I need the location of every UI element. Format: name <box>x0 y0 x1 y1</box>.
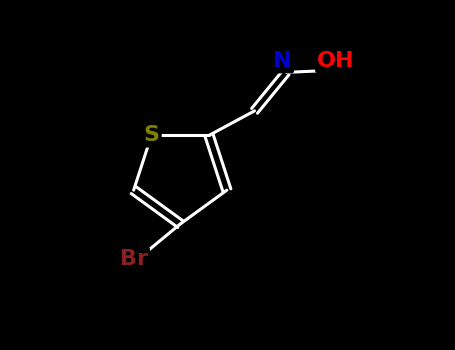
Text: S: S <box>143 125 159 145</box>
Text: Br: Br <box>120 249 148 269</box>
Text: OH: OH <box>317 51 355 71</box>
Text: N: N <box>273 51 292 71</box>
